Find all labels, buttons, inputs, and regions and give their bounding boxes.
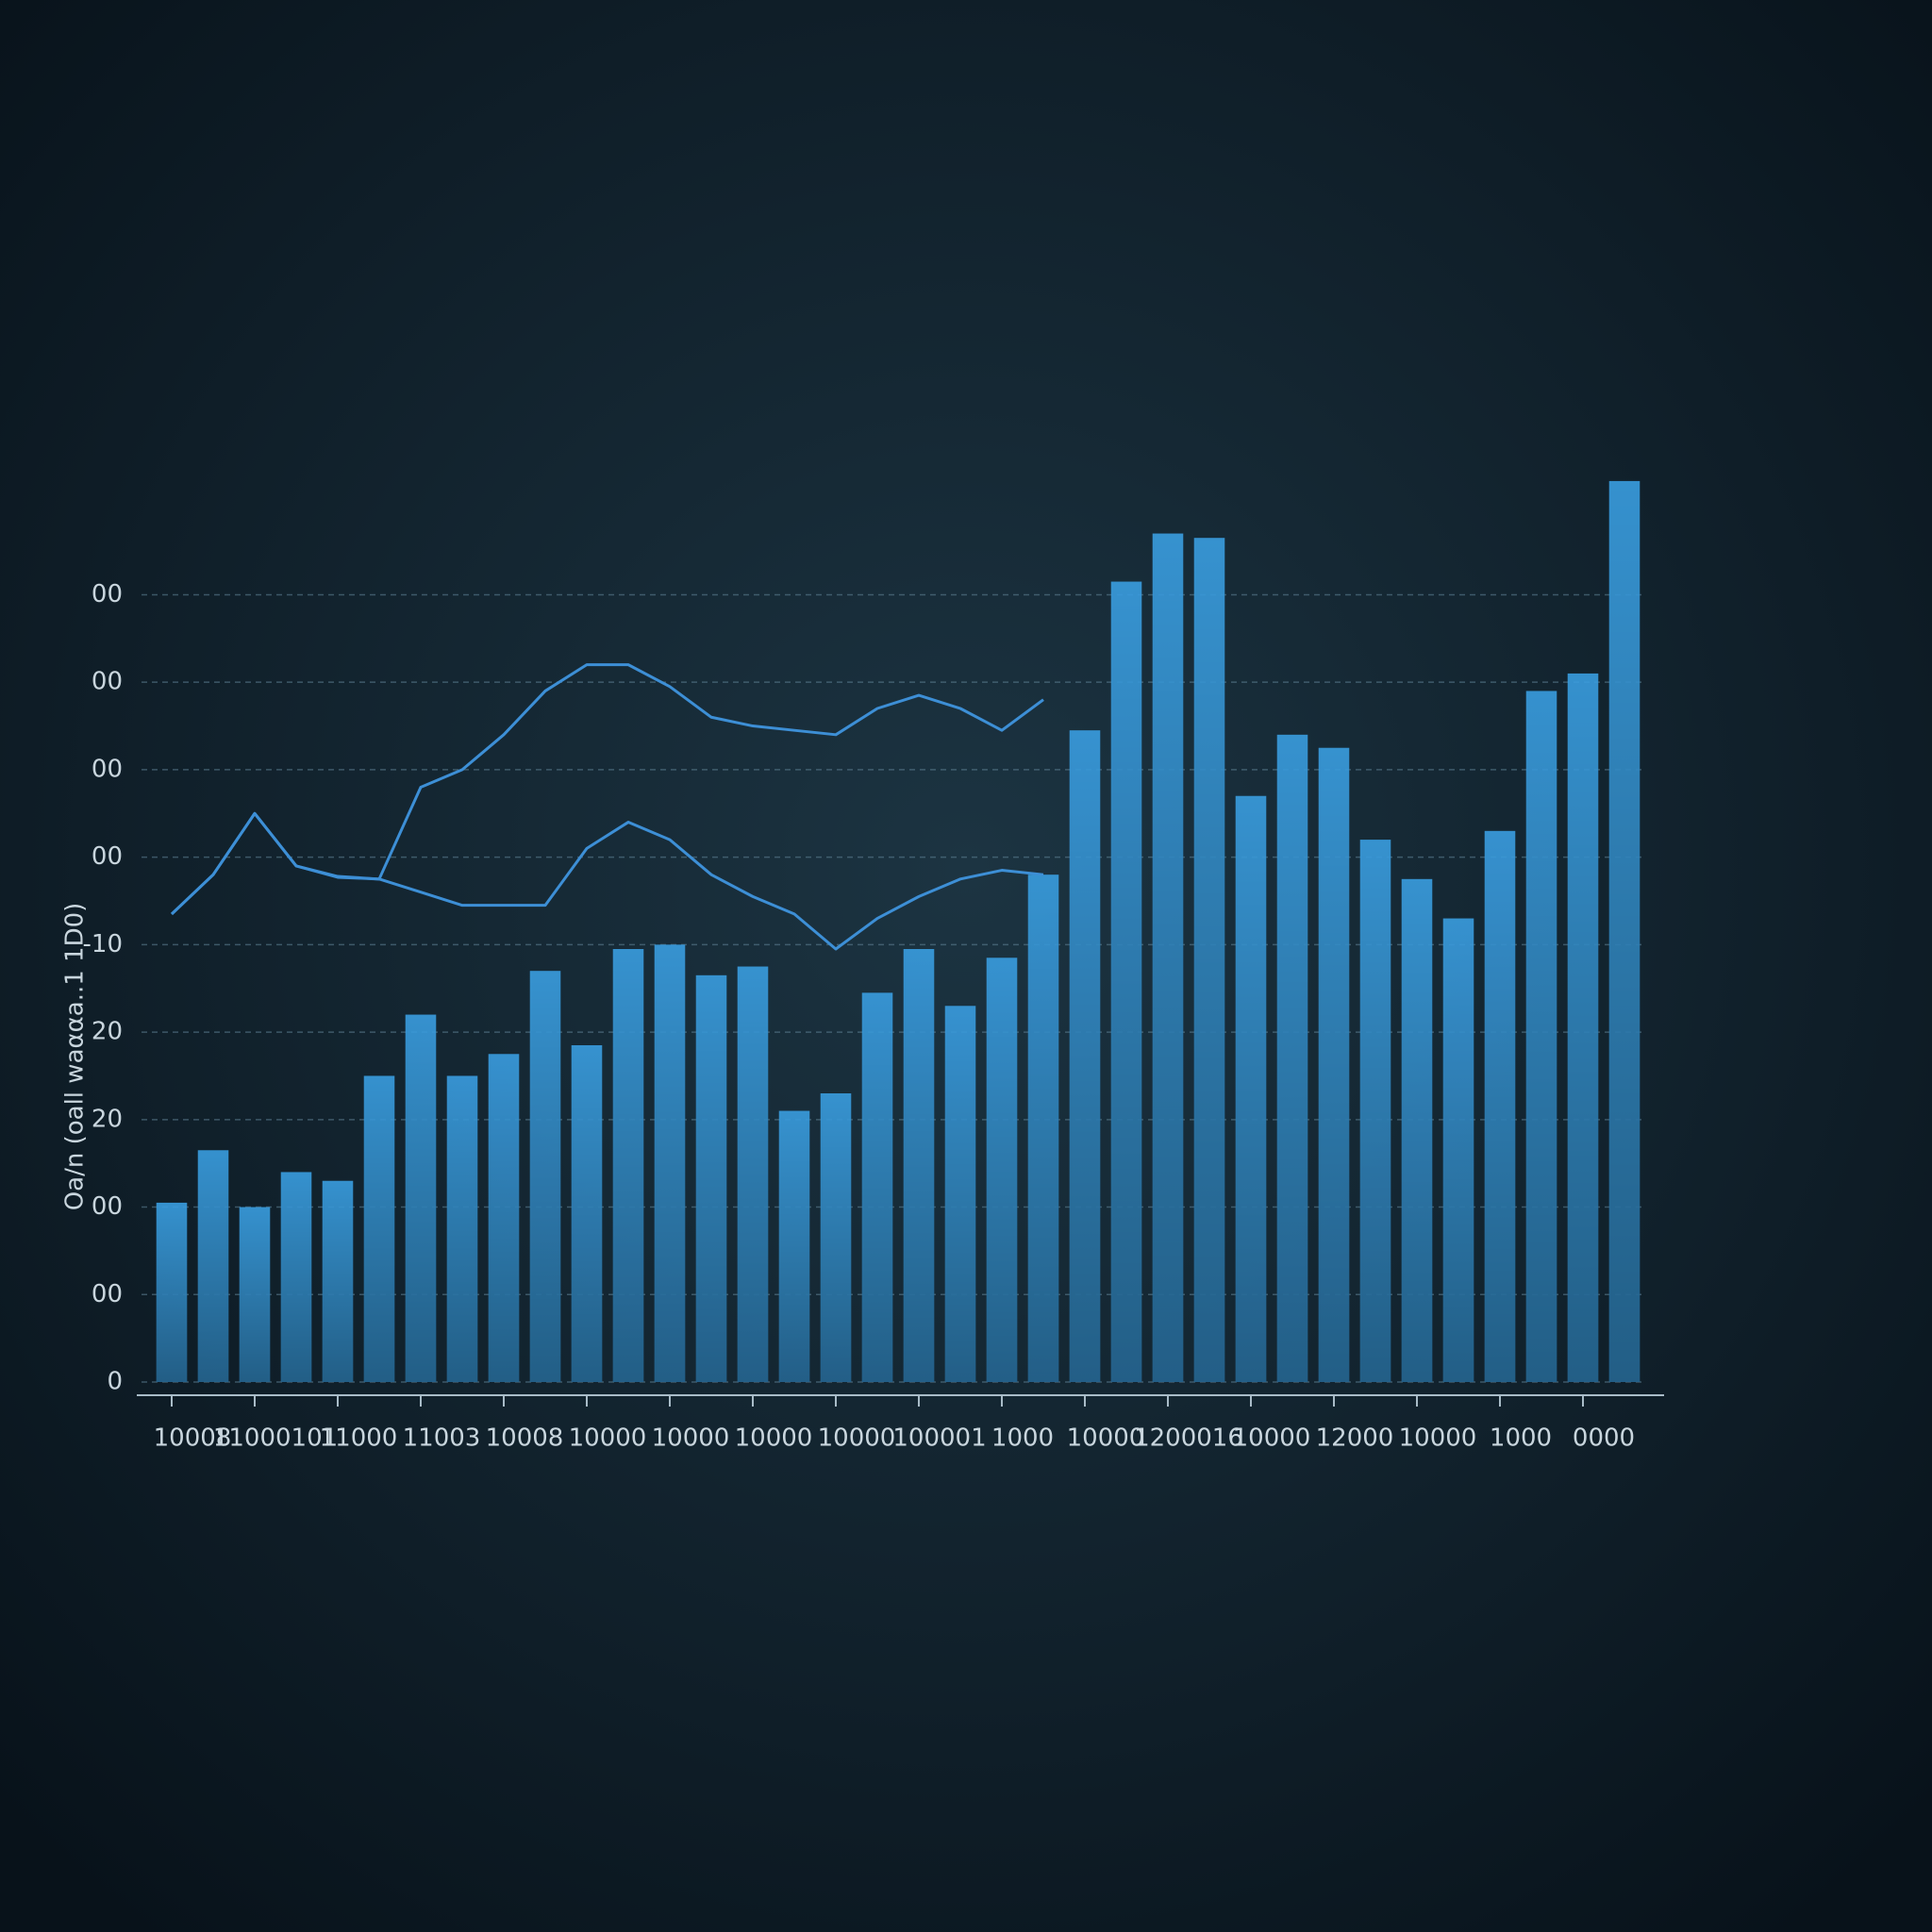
bar-shade: [156, 1202, 188, 1382]
bar-shade: [405, 1014, 437, 1382]
x-tick-label: 10000: [735, 1424, 813, 1453]
y-tick-label: 20: [92, 1018, 123, 1046]
bar-shade: [1359, 840, 1391, 1382]
bar-shade: [612, 949, 644, 1382]
bar-shade: [239, 1207, 271, 1382]
bar-shade: [363, 1075, 395, 1382]
bar-shade: [737, 966, 769, 1382]
x-tick-label: 10008: [486, 1424, 564, 1453]
y-tick-label: 00: [92, 1192, 123, 1221]
bar-shade: [446, 1075, 478, 1382]
bar-shade: [488, 1054, 520, 1382]
bar-shade: [1193, 538, 1225, 1382]
bar-shade: [654, 944, 686, 1382]
bar-shade: [820, 1093, 852, 1382]
y-axis-title: Oa/n (oall waααa..1 1D0): [61, 903, 90, 1211]
bar-shade: [861, 992, 893, 1382]
bar-shade: [322, 1180, 354, 1382]
bar-shade: [903, 949, 935, 1382]
bar-shade: [1484, 830, 1516, 1382]
bar-shade: [1608, 480, 1641, 1383]
bar-shade: [1110, 581, 1142, 1382]
x-tick-label: 12000: [1316, 1424, 1394, 1453]
x-tick-label: 10000: [569, 1424, 647, 1453]
bar-shade: [280, 1172, 312, 1382]
bar-shade: [695, 974, 727, 1382]
bar-shade: [1027, 874, 1059, 1382]
bar-shade: [1567, 673, 1599, 1382]
bar-shade: [571, 1045, 603, 1382]
bar-shade: [1442, 918, 1474, 1382]
x-tick-label: 10000: [818, 1424, 896, 1453]
bar-shade: [1401, 878, 1433, 1382]
x-tick-label: 0000: [1573, 1424, 1635, 1453]
x-tick-label: 10000: [1233, 1424, 1311, 1453]
x-tick-label: 1000: [991, 1424, 1054, 1453]
bar-shade: [1276, 734, 1308, 1382]
y-tick-label: 20: [92, 1105, 123, 1133]
y-tick-label: 0: [107, 1368, 123, 1396]
bar-shade: [1318, 747, 1350, 1382]
bar-shade: [1235, 795, 1267, 1382]
bar-shade: [778, 1110, 810, 1382]
y-tick-label: -10: [83, 930, 123, 958]
x-tick-label: 10000: [1067, 1424, 1145, 1453]
y-tick-label: 00: [92, 755, 123, 783]
line: [170, 811, 1044, 951]
x-tick-label: 11003: [403, 1424, 481, 1453]
x-tick-label: 11000101: [213, 1424, 338, 1453]
y-tick-label: 00: [92, 842, 123, 871]
bar-shade: [529, 971, 561, 1382]
x-tick-label: 1200016: [1134, 1424, 1243, 1453]
x-tick-label: 10000: [652, 1424, 730, 1453]
bar-shade: [944, 1006, 976, 1382]
x-tick-label: 1000: [1490, 1424, 1552, 1453]
y-tick-label: 00: [92, 1280, 123, 1308]
y-tick-label: 00: [92, 668, 123, 696]
y-tick-label: 00: [92, 580, 123, 608]
bar-shade: [986, 958, 1018, 1382]
bar-shade: [1069, 730, 1101, 1382]
x-tick-label: 11000: [320, 1424, 398, 1453]
x-tick-label: 10000: [1399, 1424, 1477, 1453]
bar-shade: [1152, 533, 1184, 1382]
bar-shade: [197, 1150, 229, 1382]
x-tick-label: 100001: [892, 1424, 986, 1453]
bar-shade: [1525, 691, 1557, 1382]
x-tick-label: 10008: [154, 1424, 232, 1453]
